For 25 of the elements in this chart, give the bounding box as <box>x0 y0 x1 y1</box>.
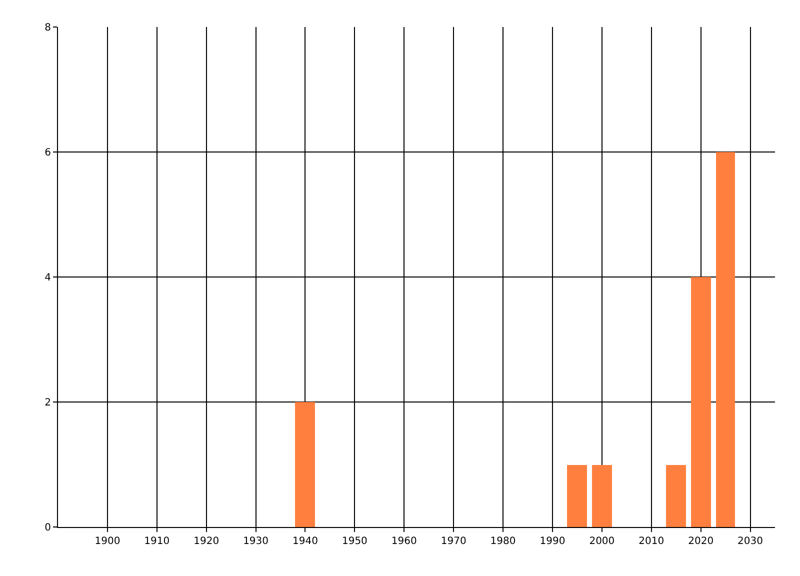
x-tick-label: 2000 <box>589 536 615 547</box>
bar <box>295 402 315 527</box>
bar <box>592 465 612 527</box>
x-tick-label: 1910 <box>144 536 170 547</box>
x-tick-label: 1920 <box>194 536 220 547</box>
x-tick-label: 1980 <box>490 536 516 547</box>
bar <box>567 465 587 527</box>
x-tick-label: 2030 <box>738 536 764 547</box>
x-tick-label: 1960 <box>391 536 417 547</box>
y-tick-label: 8 <box>44 22 51 34</box>
x-tick-label: 2010 <box>638 536 664 547</box>
bar <box>691 277 711 527</box>
x-tick-label: 1970 <box>440 536 466 547</box>
y-tick-label: 4 <box>44 272 51 284</box>
y-tick-label: 6 <box>44 148 51 158</box>
bar <box>666 465 686 527</box>
x-tick-label: 1950 <box>342 536 368 547</box>
x-tick-label: 1990 <box>540 536 566 547</box>
y-tick-label: 2 <box>44 398 51 408</box>
x-tick-label: 1900 <box>94 536 120 547</box>
y-tick-label: 0 <box>44 522 51 534</box>
x-tick-label: 1940 <box>292 536 318 547</box>
bar <box>716 152 735 527</box>
x-tick-label: 1930 <box>243 536 269 547</box>
x-tick-label: 2020 <box>688 536 714 547</box>
